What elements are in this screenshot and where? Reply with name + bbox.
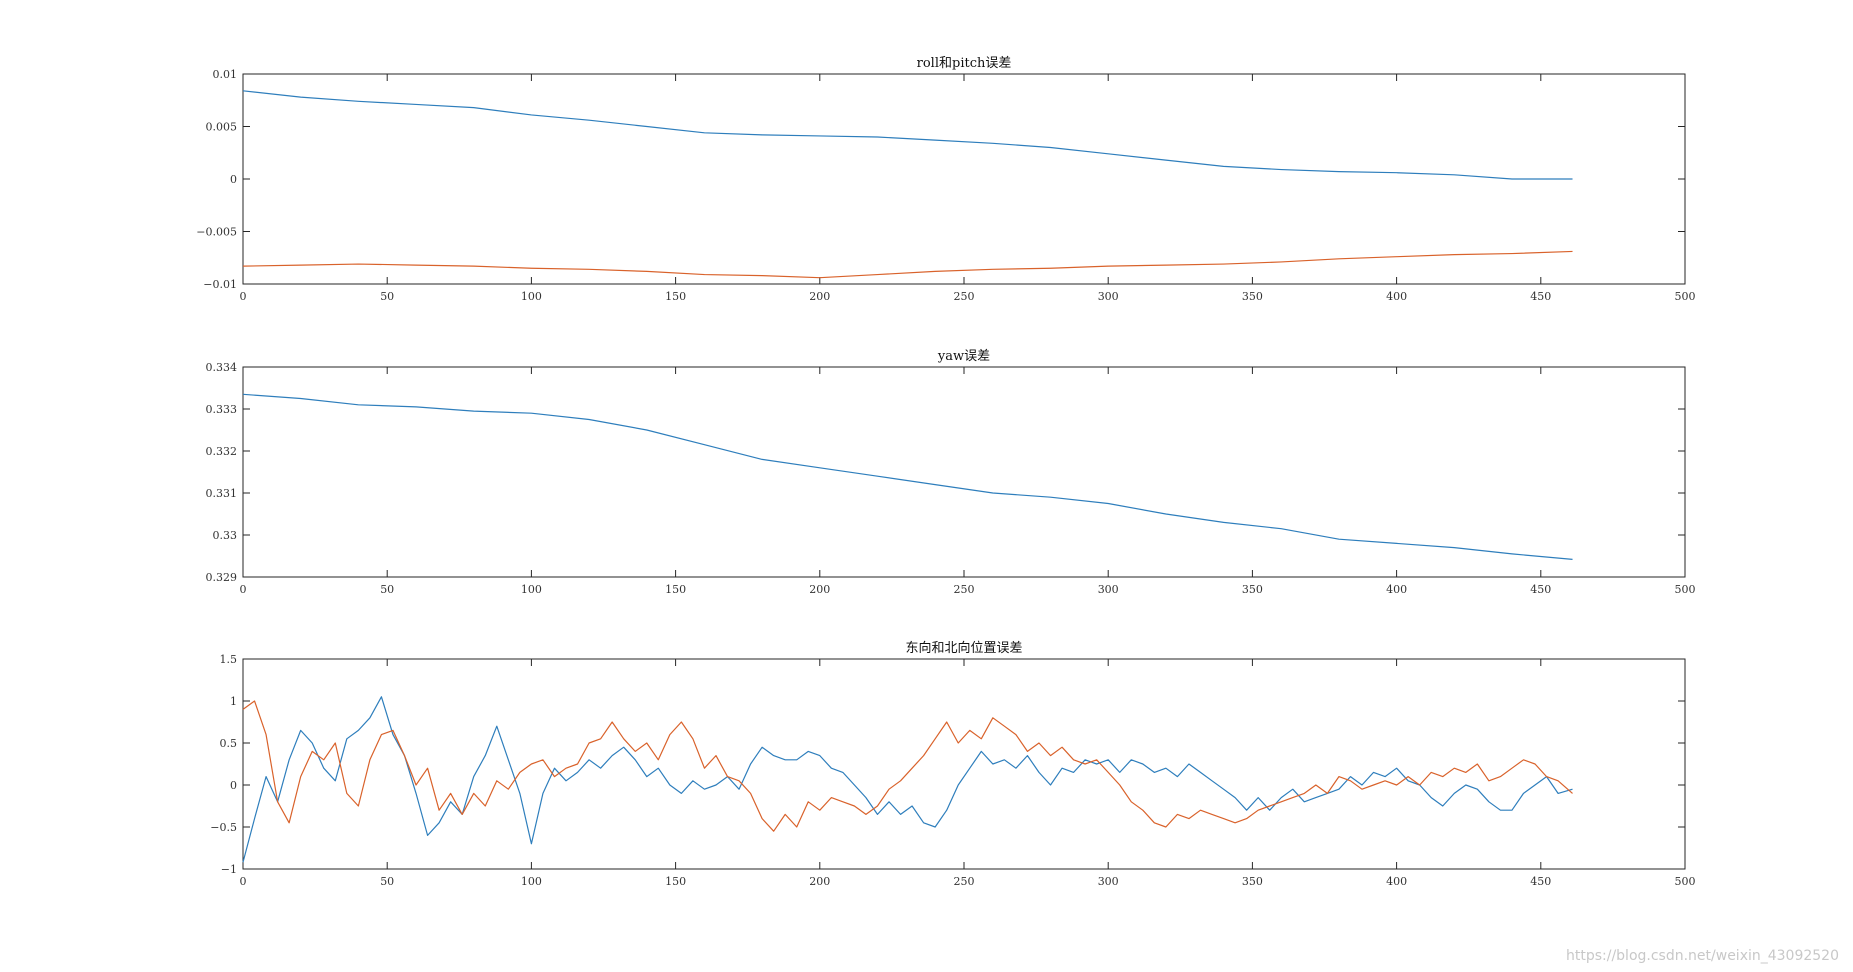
x-tick-label: 400 [1386,875,1407,888]
series-line-2 [242,700,1573,832]
x-tick-label: 250 [954,875,975,888]
y-tick-label: 0.329 [206,571,238,584]
series-line-2 [242,250,1573,279]
y-tick-label: 0.5 [220,737,238,750]
subplot-roll-pitch-error: 0 50 100 150 200 250 300 350 400 450 500 −0.01 −0.00… [196,56,1695,303]
x-tick-label: 50 [380,290,394,303]
y-tick-label: 0.33 [213,529,238,542]
y-tick-label: 0.005 [206,121,238,134]
x-tick-label: 50 [380,583,394,596]
chart-title: roll和pitch误差 [917,56,1012,71]
watermark-text: https://blog.csdn.net/weixin_43092520 [1565,948,1839,964]
series-line-1 [242,696,1573,863]
y-tick-label: 1 [230,695,237,708]
x-tick-label: 300 [1098,875,1119,888]
y-tick-label: 1.5 [220,653,238,666]
x-tick-label: 200 [809,290,830,303]
x-tick-label: 200 [809,583,830,596]
x-tick-label: 350 [1242,290,1263,303]
y-tick-label: −1 [221,863,237,876]
x-tick-label: 50 [380,875,394,888]
y-tick-label: 0.01 [213,68,238,81]
x-tick-label: 350 [1242,583,1263,596]
series-line-1 [242,393,1573,560]
y-tick-label: −0.01 [203,278,237,291]
x-tick-label: 0 [240,290,247,303]
x-tick-label: 0 [240,583,247,596]
x-tick-label: 100 [521,583,542,596]
chart-title: 东向和北向位置误差 [905,640,1022,656]
x-tick-label: 500 [1675,875,1696,888]
plot-area [242,658,1686,870]
subplot-position-error: 0 50 100 150 200 250 300 350 400 450 500 −1 −0.5 0 0.5… [210,640,1695,888]
x-tick-label: 300 [1098,583,1119,596]
y-tick-label: 0.334 [206,361,238,374]
x-tick-label: 100 [521,290,542,303]
y-tick-label: 0.333 [206,403,238,416]
plot-area [242,73,1686,285]
y-tick-label: 0 [230,779,237,792]
y-tick-label: −0.5 [210,821,237,834]
x-tick-label: 300 [1098,290,1119,303]
x-tick-label: 0 [240,875,247,888]
x-tick-label: 500 [1675,290,1696,303]
y-tick-label: 0.331 [206,487,238,500]
series-line-1 [242,90,1573,180]
y-tick-label: 0 [230,173,237,186]
y-tick-label: 0.332 [206,445,238,458]
x-tick-label: 400 [1386,583,1407,596]
plot-area [242,366,1686,578]
chart-title: yaw误差 [937,349,990,364]
x-tick-label: 450 [1530,290,1551,303]
x-tick-label: 500 [1675,583,1696,596]
x-tick-label: 150 [665,875,686,888]
x-tick-label: 450 [1530,875,1551,888]
x-tick-label: 200 [809,875,830,888]
x-tick-label: 150 [665,583,686,596]
x-tick-label: 250 [954,583,975,596]
x-tick-label: 350 [1242,875,1263,888]
x-tick-label: 150 [665,290,686,303]
x-tick-label: 400 [1386,290,1407,303]
x-tick-label: 450 [1530,583,1551,596]
subplot-yaw-error: 0 50 100 150 200 250 300 350 400 450 500 0.329 0.33 0… [206,349,1696,596]
x-tick-label: 100 [521,875,542,888]
x-tick-label: 250 [954,290,975,303]
y-tick-label: −0.005 [196,226,237,239]
